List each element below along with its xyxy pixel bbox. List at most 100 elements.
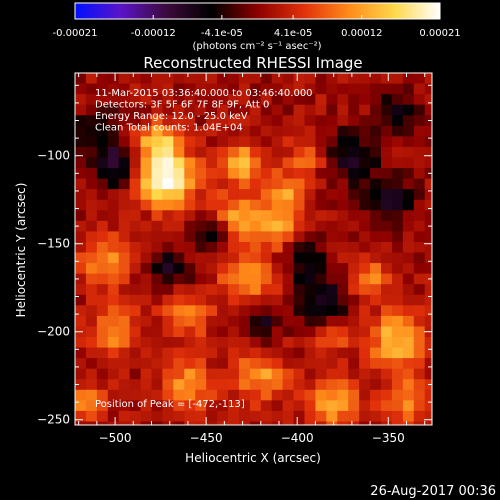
heatmap-cell — [424, 252, 432, 264]
heatmap-cell — [118, 83, 131, 95]
heatmap-cell — [96, 210, 109, 222]
heatmap-cell — [173, 337, 185, 349]
heatmap-cell — [206, 379, 218, 391]
heatmap-cell — [413, 168, 426, 180]
heatmap-cell — [118, 94, 131, 106]
heatmap-cell — [195, 168, 207, 180]
heatmap-cell — [151, 220, 164, 232]
heatmap-cell — [75, 168, 87, 180]
heatmap-cell — [96, 368, 109, 380]
heatmap-cell — [359, 136, 371, 148]
heatmap-cell — [391, 146, 404, 159]
heatmap-cell — [424, 421, 432, 425]
heatmap-cell — [129, 115, 142, 127]
heatmap-cell — [391, 136, 404, 148]
heatmap-cell — [195, 115, 207, 127]
heatmap-cell — [184, 294, 196, 306]
annotation-line: Detectors: 3F 5F 6F 7F 8F 9F, Att 0 — [95, 100, 269, 111]
heatmap-cell — [217, 326, 229, 338]
heatmap-cell — [370, 94, 382, 106]
heatmap-cell — [315, 189, 327, 201]
footer-timestamp: 26-Aug-2017 00:36 — [370, 484, 496, 499]
heatmap-cell — [370, 125, 382, 137]
heatmap-cell — [381, 315, 393, 328]
heatmap-cell — [348, 199, 360, 211]
heatmap-cell — [326, 94, 338, 106]
heatmap-cell — [326, 252, 338, 264]
heatmap-cell — [413, 125, 426, 137]
heatmap-cell — [326, 115, 338, 127]
heatmap-cell — [162, 263, 174, 275]
heatmap-cell — [348, 115, 360, 127]
heatmap-cell — [162, 294, 174, 306]
heatmap-cell — [162, 421, 174, 425]
colorbar-tick-label: 4.1e-05 — [274, 28, 312, 39]
heatmap-cell — [402, 199, 415, 211]
heatmap-cell — [238, 421, 251, 425]
heatmap-cell — [315, 358, 327, 370]
heatmap-cell — [140, 157, 153, 169]
heatmap-cell — [391, 379, 404, 391]
heatmap-cell — [140, 210, 153, 222]
heatmap-cell — [217, 305, 229, 317]
heatmap-cell — [96, 115, 109, 127]
annotation-line: Clean Total counts: 1.04E+04 — [95, 123, 243, 134]
heatmap-cell — [293, 368, 306, 380]
heatmap-cell — [391, 337, 404, 349]
heatmap-cell — [162, 115, 174, 127]
heatmap-cell — [107, 347, 120, 359]
heatmap-cell — [337, 136, 349, 148]
annotation-line: 11-Mar-2015 03:36:40.000 to 03:46:40.000 — [95, 88, 313, 99]
heatmap-cell — [391, 263, 404, 275]
heatmap-cell — [140, 189, 153, 201]
heatmap-cell — [391, 241, 404, 254]
annotation-block: 11-Mar-2015 03:36:40.000 to 03:46:40.000… — [95, 88, 313, 134]
heatmap-cell — [348, 347, 360, 359]
heatmap-cell — [402, 220, 415, 232]
heatmap-cell — [348, 104, 360, 116]
heatmap-cell — [359, 294, 371, 306]
heatmap-cell — [293, 305, 306, 317]
heatmap-cell — [107, 115, 120, 127]
heatmap-cell — [173, 294, 185, 306]
heatmap-cell — [337, 104, 349, 116]
heatmap-cell — [85, 199, 98, 211]
heatmap-cell — [293, 83, 306, 95]
heatmap-cell — [402, 231, 415, 243]
heatmap-cell — [293, 358, 306, 370]
heatmap-cell — [413, 115, 426, 127]
heatmap-cell — [162, 178, 174, 190]
heatmap-cell — [315, 73, 327, 85]
heatmap-cell — [326, 421, 338, 425]
heatmap-cell — [370, 294, 382, 306]
heatmap-cell — [238, 189, 251, 201]
heatmap-cell — [85, 273, 98, 285]
heatmap-cell — [304, 168, 317, 180]
heatmap-cell — [238, 315, 251, 328]
y-tick-label: −150 — [37, 237, 70, 251]
heatmap-cell — [282, 368, 295, 380]
heatmap-cell — [249, 83, 262, 95]
heatmap-cell — [359, 241, 371, 254]
heatmap-cell — [348, 178, 360, 190]
heatmap-cell — [118, 305, 131, 317]
y-tick-label: −250 — [37, 413, 70, 427]
heatmap-cell — [195, 368, 207, 380]
heatmap-cell — [129, 337, 142, 349]
heatmap-cell — [370, 199, 382, 211]
heatmap-cell — [195, 199, 207, 211]
heatmap-cell — [107, 252, 120, 264]
heatmap-cell — [424, 73, 432, 85]
heatmap-cell — [184, 252, 196, 264]
heatmap-cell — [304, 73, 317, 85]
heatmap-cell — [162, 220, 174, 232]
heatmap-cell — [249, 115, 262, 127]
heatmap-cell — [249, 263, 262, 275]
heatmap-cell — [271, 231, 284, 243]
heatmap-cell — [75, 400, 87, 412]
heatmap-cell — [337, 199, 349, 211]
heatmap-cell — [348, 220, 360, 232]
heatmap-cell — [413, 189, 426, 201]
heatmap-cell — [304, 315, 317, 328]
heatmap-cell — [173, 178, 185, 190]
